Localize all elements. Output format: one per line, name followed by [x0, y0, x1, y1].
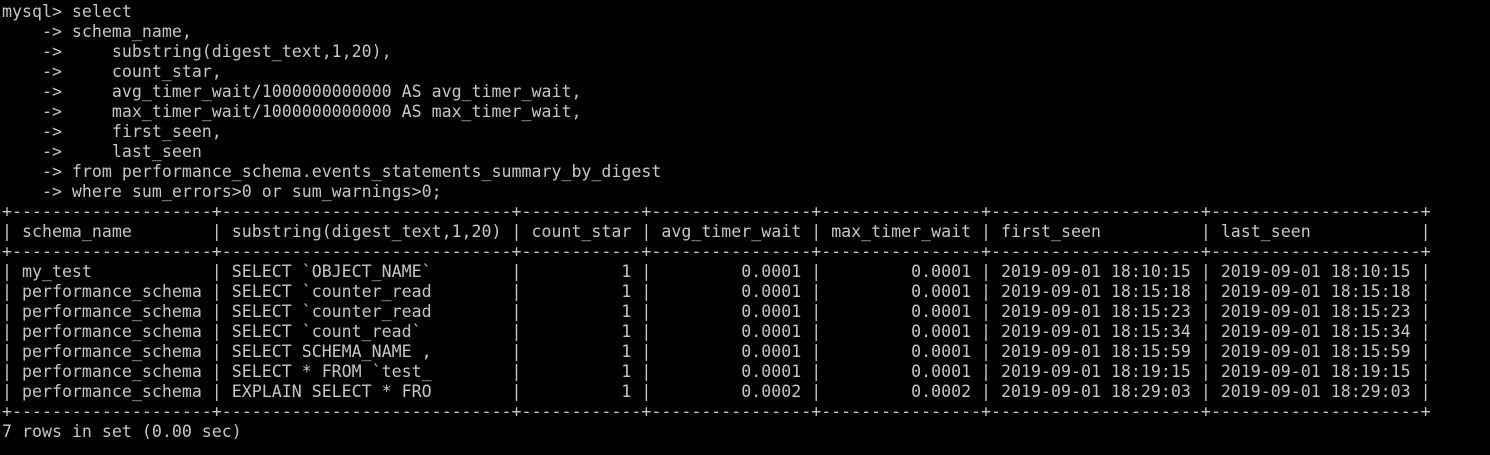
table-row: | performance_schema | SELECT SCHEMA_NAM… — [2, 342, 1431, 361]
table-border: +--------------------+------------------… — [2, 402, 1431, 421]
table-row: | performance_schema | EXPLAIN SELECT * … — [2, 382, 1431, 401]
query-result-table: +--------------------+------------------… — [2, 202, 1490, 422]
query-line: -> substring(digest_text,1,20), — [2, 42, 392, 61]
query-line: -> avg_timer_wait/1000000000000 AS avg_t… — [2, 82, 582, 101]
query-line: -> from performance_schema.events_statem… — [2, 162, 662, 181]
mysql-query-block: mysql> select -> schema_name, -> substri… — [2, 2, 1490, 202]
query-line: -> last_seen — [2, 142, 202, 161]
query-line: mysql> select — [2, 2, 132, 21]
table-header-row: | schema_name | substring(digest_text,1,… — [2, 222, 1431, 241]
table-row: | performance_schema | SELECT `counter_r… — [2, 282, 1431, 301]
table-border: +--------------------+------------------… — [2, 202, 1431, 221]
query-line: -> count_star, — [2, 62, 222, 81]
table-row: | performance_schema | SELECT * FROM `te… — [2, 362, 1431, 381]
query-line: -> where sum_errors>0 or sum_warnings>0; — [2, 182, 442, 201]
query-line: -> first_seen, — [2, 122, 222, 141]
table-border: +--------------------+------------------… — [2, 242, 1431, 261]
table-row: | performance_schema | SELECT `count_rea… — [2, 322, 1431, 341]
query-line: -> schema_name, — [2, 22, 192, 41]
query-line: -> max_timer_wait/1000000000000 AS max_t… — [2, 102, 582, 121]
table-row: | my_test | SELECT `OBJECT_NAME` | 1 | 0… — [2, 262, 1431, 281]
table-row: | performance_schema | SELECT `counter_r… — [2, 302, 1431, 321]
status-line: 7 rows in set (0.00 sec) — [2, 422, 242, 441]
